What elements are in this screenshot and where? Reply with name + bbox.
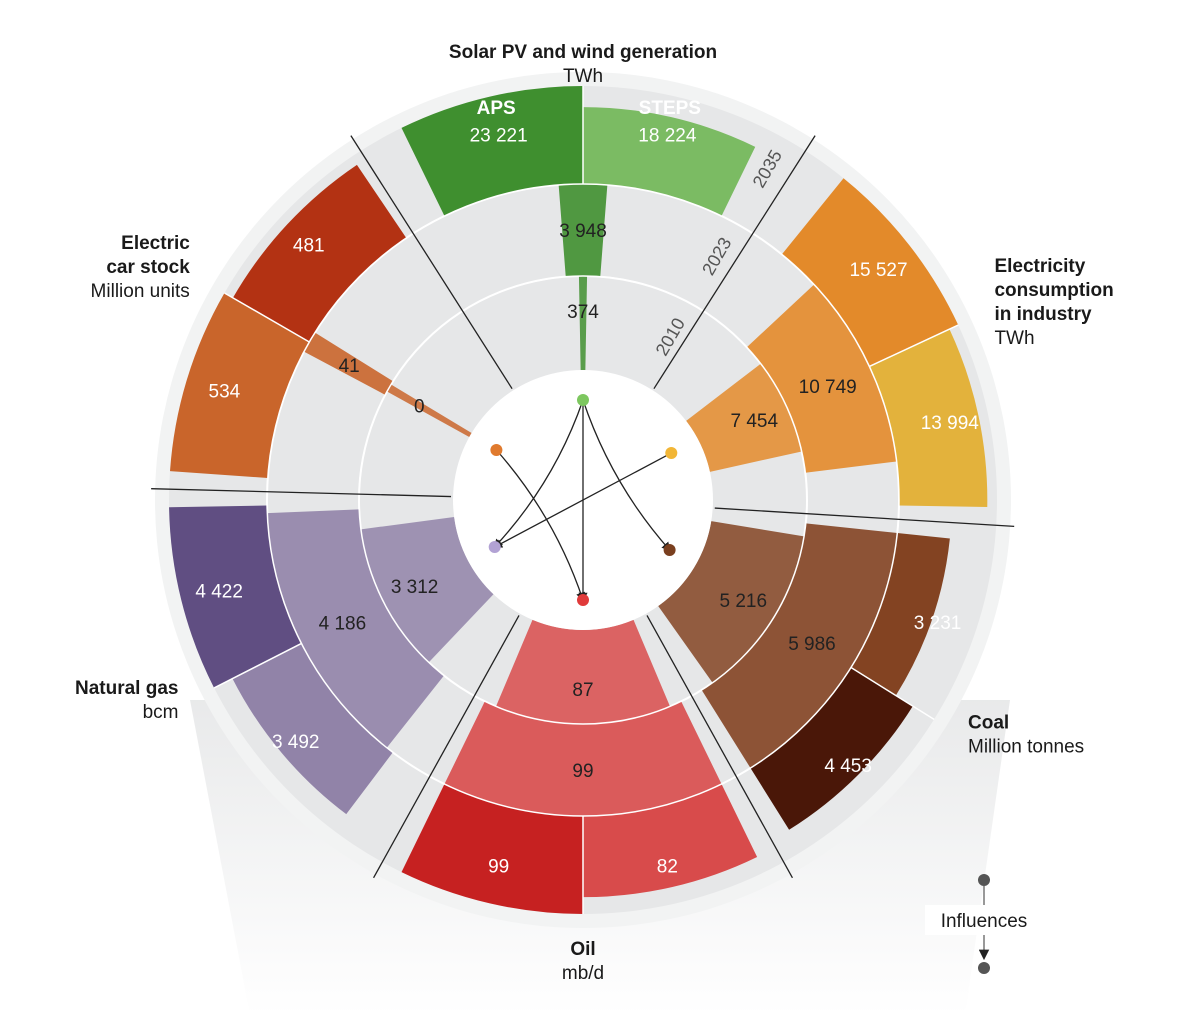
ev-title-line-1: car stock (106, 257, 190, 278)
ev-value-2035-steps: 481 (293, 235, 325, 256)
solar-value-2035-steps: 18 224 (638, 126, 697, 147)
coal-scenario-split (850, 666, 935, 721)
industry-title-line-1: consumption (994, 280, 1113, 301)
sector-divider-4 (372, 615, 520, 879)
influence-arrows (493, 399, 672, 602)
industry-value-2010: 7 454 (731, 411, 779, 432)
coal-hub-dot (663, 544, 676, 556)
oil-value-2023: 99 (572, 761, 593, 782)
coal-bar-2035-steps (750, 667, 913, 830)
scenario-label-steps: STEPS (639, 98, 701, 119)
solar-bar-2023 (558, 184, 608, 277)
oil-bar-2010 (496, 619, 670, 724)
sector-divider-2 (714, 507, 1015, 528)
sector-divider-3 (646, 615, 794, 879)
oil-value-2035-aps: 82 (657, 856, 678, 877)
coal-title-line-0: Coal (968, 713, 1009, 734)
oil-title-line-0: Oil (570, 939, 595, 960)
gas-bar-2035-steps (169, 505, 302, 688)
industry-title-line-2: in industry (994, 304, 1092, 325)
gas-bar-2010 (360, 517, 494, 663)
industry-bar-2035-aps (781, 178, 959, 367)
influence-arrow-solar-to-coal (582, 399, 671, 552)
bar-layer (169, 86, 988, 914)
industry-value-2035-aps: 15 527 (849, 260, 907, 281)
ev-scenario-split (224, 292, 310, 343)
sector-divider-1 (653, 135, 816, 390)
industry-bar-2010 (686, 363, 802, 472)
influence-arrow-solar-to-gas (493, 399, 584, 549)
ev-value-2035-aps: 534 (209, 381, 241, 402)
sector-divider-0 (350, 135, 513, 390)
coal-value-2035-steps: 4 453 (824, 756, 872, 777)
ev-bar-2035-aps (170, 293, 310, 478)
oil-value-2010: 87 (572, 680, 593, 701)
solar-unit: TWh (563, 66, 603, 87)
gas-value-2010: 3 312 (391, 577, 439, 598)
coal-value-2023: 5 986 (788, 634, 836, 655)
sector-titles: Solar PV and wind generationTWhElectrici… (75, 42, 1114, 984)
oil-bar-2023 (444, 701, 722, 816)
ev-hub-dot (490, 444, 503, 456)
coal-bar-2035-aps (850, 533, 950, 696)
hub-dots (488, 394, 678, 606)
legend-dot-start (978, 874, 990, 886)
oil-bar-2035-aps (583, 784, 758, 898)
ev-unit: Million units (91, 281, 190, 302)
coal-value-2010: 5 216 (720, 591, 768, 612)
industry-value-2035-steps: 13 994 (921, 413, 980, 434)
ev-title-line-0: Electric (121, 233, 190, 254)
influence-arrow-ev-to-oil (495, 449, 585, 602)
legend-label-bg (925, 905, 1043, 935)
ev-bar-2010 (387, 384, 472, 438)
industry-hub-dot (665, 447, 678, 460)
gas-scenario-split (213, 642, 302, 689)
industry-scenario-split (869, 324, 959, 368)
gas-unit: bcm (143, 702, 179, 723)
gas-title-line-0: Natural gas (75, 678, 178, 699)
gas-bar-2023 (267, 509, 444, 748)
coal-bar-2023 (701, 523, 898, 768)
industry-value-2023: 10 749 (799, 377, 857, 398)
solar-bar-2010 (578, 276, 588, 371)
gas-bar-2035-aps (232, 643, 393, 815)
industry-title-line-0: Electricity (994, 256, 1085, 277)
solar-hub-dot (577, 394, 589, 406)
legend-label: Influences (941, 911, 1028, 932)
gas-value-2023: 4 186 (319, 614, 367, 635)
legend-dot-end (978, 962, 990, 974)
oil-hub-dot (577, 594, 589, 606)
solar-title-line-0: Solar PV and wind generation (449, 42, 717, 63)
ev-value-2010: 0 (414, 397, 425, 418)
sector-dividers (151, 86, 1015, 914)
scenario-label-aps: APS (477, 98, 516, 119)
influence-legend: Influences (925, 874, 1043, 974)
influence-arrow-industry-to-gas (493, 452, 672, 548)
gas-hub-dot (488, 540, 501, 553)
gas-value-2035-aps: 3 492 (272, 732, 320, 753)
value-labels: 374 3 948 23 221 18 224 APS STEPS 7 454 10 749 1… (195, 98, 979, 877)
solar-value-2035-aps: 23 221 (470, 126, 528, 147)
oil-bar-2035-steps (401, 784, 583, 914)
solar-value-2023: 3 948 (559, 221, 607, 242)
ev-bar-2023 (303, 332, 394, 395)
solar-bar-2035-steps (583, 107, 756, 216)
industry-bar-2023 (746, 284, 897, 473)
ev-bar-2035-steps (232, 164, 407, 342)
oil-unit: mb/d (562, 963, 604, 984)
coal-bar-2010 (658, 521, 805, 683)
oil-value-2035-steps: 99 (488, 856, 509, 877)
ev-value-2023: 41 (339, 356, 360, 377)
industry-bar-2035-steps (869, 329, 988, 508)
solar-bar-2035-aps (401, 86, 583, 216)
coal-value-2035-aps: 3 231 (914, 613, 962, 634)
gas-value-2035-steps: 4 422 (195, 582, 243, 603)
industry-unit: TWh (994, 328, 1034, 349)
coal-unit: Million tonnes (968, 737, 1084, 758)
solar-value-2010: 374 (567, 302, 599, 323)
sector-divider-5 (151, 488, 452, 498)
